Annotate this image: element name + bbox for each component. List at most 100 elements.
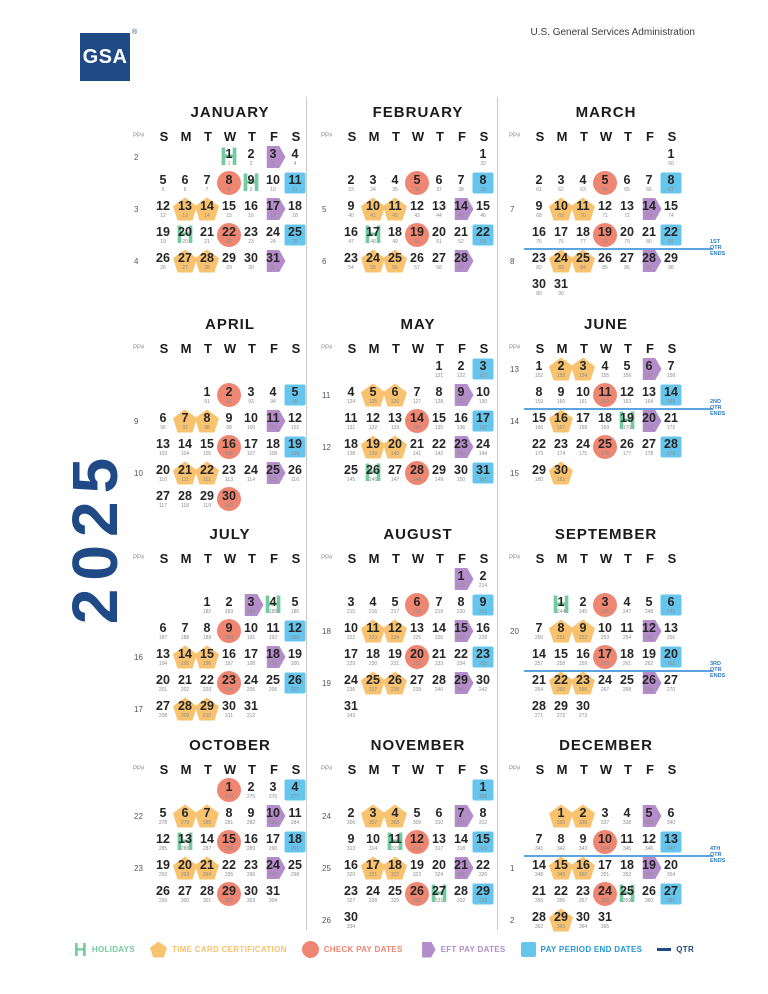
date-cell: [262, 486, 284, 512]
date-cell: 12 71: [594, 196, 616, 222]
weekday-letter: M: [180, 550, 192, 566]
month-title: JULY: [209, 526, 251, 543]
date-number: 5: [291, 595, 299, 609]
week-row: 22 5 278 6 279 7 280 8 281 9 282 10 283 11 284: [132, 803, 308, 829]
date-cell: 12 285: [152, 829, 174, 855]
date-number: 5: [291, 385, 299, 399]
day-of-year: 57: [414, 265, 420, 271]
date-cell: 10 100: [240, 408, 262, 434]
weekday-letter: T: [204, 550, 212, 566]
weekday-letter: S: [535, 128, 545, 144]
pp-number: [320, 274, 340, 300]
pp-number: 23: [134, 863, 143, 873]
date-number: 29: [532, 463, 546, 477]
date-cell: 24 328: [362, 881, 384, 907]
date-cell: 27 208: [152, 696, 174, 722]
day-of-year: 206: [268, 687, 278, 693]
date-number: 19: [620, 411, 634, 425]
date-number: 15: [664, 199, 678, 213]
date-cell: 24 175: [572, 434, 594, 460]
date-cell: 1 213: [450, 566, 474, 592]
date-cell: [616, 777, 638, 803]
date-number: 22: [222, 225, 236, 239]
date-cell: 28 240: [428, 670, 450, 696]
date-number: 4: [391, 806, 399, 820]
date-number: 12: [288, 621, 302, 635]
weekday-letter: W: [223, 128, 237, 144]
day-of-year: 29: [226, 265, 232, 271]
pp-number-header: PP#: [321, 555, 333, 561]
date-cell: 9 343: [572, 829, 594, 855]
date-cell: 3 123: [472, 356, 494, 382]
date-cell: 23 23: [240, 222, 262, 248]
date-number: 1: [557, 595, 565, 609]
date-number: 10: [244, 621, 258, 635]
date-number: 16: [344, 858, 358, 872]
date-number: 4: [369, 595, 377, 609]
date-cell: 4 124: [340, 382, 362, 408]
date-number: 5: [623, 359, 631, 373]
weekday-letter: T: [624, 128, 632, 144]
day-of-year: 195: [180, 661, 190, 667]
date-cell: 28 148: [405, 460, 429, 486]
date-cell: 31 90: [550, 274, 572, 300]
date-number: 18: [366, 647, 380, 661]
week-row: 6 23 54 24 55 25 56 26 57 27 58 28 59: [320, 248, 496, 274]
pp-number-header: PP#: [321, 133, 333, 139]
pp-number: [320, 566, 340, 592]
day-of-year: 1: [227, 161, 231, 167]
month-title: JUNE: [583, 316, 628, 333]
day-of-year: 9: [249, 187, 253, 193]
ppend-legend-icon: [520, 942, 536, 957]
date-number: 23: [476, 647, 490, 661]
timecard-certification-icon: [173, 645, 197, 669]
date-cell: 31 151: [472, 460, 494, 486]
day-of-year: 328: [368, 898, 378, 904]
date-number: 18: [344, 437, 358, 451]
day-of-year: 200: [290, 661, 300, 667]
day-of-year: 274: [224, 794, 234, 800]
date-number: 14: [432, 621, 446, 635]
date-cell: [428, 566, 450, 592]
pay-period-end-icon: [472, 883, 494, 905]
date-number: 2: [579, 806, 587, 820]
date-cell: 23 143: [450, 434, 474, 460]
date-cell: [406, 486, 428, 512]
pay-period-end-icon: [660, 436, 682, 458]
day-of-year: 27: [182, 265, 188, 271]
date-cell: [616, 144, 638, 170]
month-title: APRIL: [205, 316, 255, 333]
day-of-year: 361: [666, 898, 676, 904]
date-cell: 28 362: [528, 907, 550, 933]
day-of-year: 21: [204, 239, 210, 245]
date-cell: 29 210: [195, 696, 219, 722]
day-of-year: 324: [434, 872, 444, 878]
pp-number: [508, 382, 528, 408]
weekday-letter: W: [599, 761, 613, 777]
day-of-year: 203: [202, 687, 212, 693]
date-number: 10: [598, 832, 612, 846]
date-number: 4: [579, 173, 587, 187]
day-of-year: 35: [392, 187, 398, 193]
date-number: 13: [620, 199, 634, 213]
date-cell: [406, 777, 428, 803]
date-cell: 11 11: [284, 170, 306, 196]
day-of-year: 69: [558, 213, 564, 219]
pay-period-end-icon: [472, 224, 494, 246]
date-number: 16: [244, 199, 258, 213]
weekday-letter: T: [248, 550, 256, 566]
date-number: 16: [244, 832, 258, 846]
pp-number: [508, 829, 528, 855]
pp-number: [508, 696, 528, 722]
date-number: 13: [156, 437, 170, 451]
holiday-legend-icon: H: [73, 939, 87, 960]
day-of-year: 46: [480, 213, 486, 219]
day-of-year: 32: [480, 161, 486, 167]
date-number: 17: [244, 437, 258, 451]
pp-number: 11: [322, 390, 331, 400]
day-of-year: 197: [224, 661, 234, 667]
date-cell: 18 18: [284, 196, 306, 222]
day-of-year: 279: [180, 820, 190, 826]
